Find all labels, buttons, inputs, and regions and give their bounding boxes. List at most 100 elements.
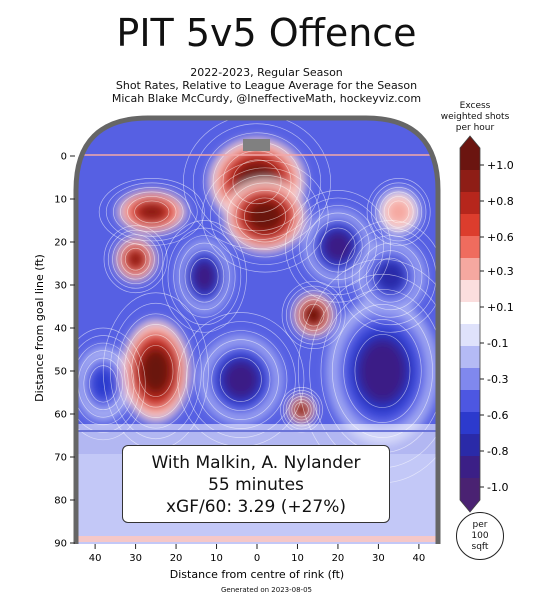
hotspot-contour: [227, 182, 304, 250]
y-tick-label: 10: [54, 195, 67, 206]
colorbar-bottom-arrow: [460, 500, 480, 512]
hotspot-contour: [131, 334, 181, 408]
y-tick-label: 40: [54, 324, 67, 335]
hotspot-contour: [134, 200, 170, 224]
per-area-badge: per 100 sqft: [456, 512, 504, 560]
hotspot-contour: [232, 159, 282, 205]
coldspot-contour: [219, 357, 262, 402]
colorbar-segment: [460, 412, 480, 435]
colorbar-segment: [460, 456, 480, 479]
hotspot-contour: [127, 196, 177, 228]
x-axis-label: Distance from centre of rink (ft): [170, 568, 344, 581]
y-tick-label: 20: [54, 238, 67, 249]
colorbar-segment: [460, 280, 480, 303]
coldspot-contour: [202, 339, 279, 420]
hotspot-contour: [285, 285, 342, 345]
coldspot-contour: [173, 235, 236, 318]
colorbar-title-line: Excess: [459, 101, 491, 111]
colorbar-tick-label: -0.3: [487, 373, 508, 386]
x-tick-label: 30: [372, 553, 385, 564]
chart-title: PIT 5v5 Offence: [116, 11, 417, 55]
hotspot-contour: [112, 187, 191, 237]
hotspot-contour: [112, 234, 160, 285]
goal-net: [243, 139, 270, 151]
coldspot-contour: [83, 357, 123, 411]
colorbar-tick-label: +1.0: [487, 159, 514, 172]
colorbar-segment: [460, 148, 480, 171]
colorbar-segment: [460, 434, 480, 457]
colorbar-top-arrow: [460, 136, 480, 148]
hotspot-contour: [202, 132, 312, 232]
hotspot-contour: [124, 247, 147, 271]
info-xgf: xGF/60: 3.29 (+27%): [165, 497, 347, 517]
hotspot-contour: [105, 182, 198, 242]
hotspot-contour: [192, 123, 322, 241]
hotspot-core: [305, 306, 323, 325]
hotspot-core: [137, 202, 166, 221]
info-minutes: 55 minutes: [208, 475, 304, 495]
colorbar-segment: [460, 170, 480, 193]
coldspot-contour: [343, 319, 422, 423]
hotspot-contour: [244, 197, 287, 235]
colorbar-segment: [460, 346, 480, 369]
colorbar-tick-label: -1.0: [487, 481, 508, 494]
colorbar-tick-label: -0.1: [487, 337, 508, 350]
hotspot-core: [127, 250, 145, 269]
hotspot-contour: [375, 187, 423, 237]
colorbar-segment: [460, 236, 480, 259]
hotspot-contour: [98, 178, 205, 246]
hotspot-contour: [281, 281, 346, 349]
colorbar-tick-label: +0.8: [487, 195, 514, 208]
coldspot-contour: [373, 257, 409, 296]
colorbar-segment: [460, 192, 480, 215]
coldspot-core: [323, 231, 353, 262]
y-tick-label: 80: [54, 496, 67, 507]
x-tick-label: 0: [254, 553, 260, 564]
y-tick-label: 90: [54, 539, 67, 550]
hotspot-contour: [116, 238, 155, 280]
colorbar-segment: [460, 324, 480, 347]
hotspot-contour: [107, 229, 164, 289]
generated-date: Generated on 2023-08-05: [221, 586, 312, 594]
x-axis: 40 30 20 10 0 10 20 30 40: [89, 544, 425, 564]
coldspot-contour: [190, 257, 219, 296]
hotspot-contour: [210, 167, 321, 265]
colorbar-title: Excess weighted shots per hour: [425, 101, 525, 134]
x-tick-label: 40: [413, 553, 426, 564]
info-players: With Malkin, A. Nylander: [151, 453, 361, 473]
colorbar-segment: [460, 478, 480, 501]
hotspot-contour: [288, 396, 315, 424]
coldspot-core: [359, 340, 406, 402]
hotspot-contour: [218, 175, 312, 258]
hotspot-contour: [298, 299, 329, 331]
hotspot-contour: [124, 323, 188, 419]
coldspot-contour: [161, 220, 247, 333]
colorbar-outline: [459, 135, 481, 513]
hotspot-contour: [294, 402, 309, 418]
hotspot-contour: [370, 182, 427, 242]
colorbar-tick-label: -0.8: [487, 445, 508, 458]
y-tick-label: 50: [54, 367, 67, 378]
x-tick-label: 10: [291, 553, 304, 564]
coldspot-contour: [184, 250, 225, 303]
x-tick-label: 20: [332, 553, 345, 564]
hotspot-contour: [120, 191, 184, 233]
hotspot-contour: [294, 294, 333, 336]
hotspot-contour: [302, 303, 325, 327]
colorbar-tick-label: +0.1: [487, 301, 514, 314]
per-area-line: 100: [471, 531, 489, 541]
coldspot-contour: [211, 348, 271, 411]
x-tick-label: 40: [89, 553, 102, 564]
colorbar-segment: [460, 302, 480, 325]
x-tick-label: 30: [129, 553, 142, 564]
colorbar-tick-label: -0.6: [487, 409, 508, 422]
colorbar-segment: [460, 368, 480, 391]
colorbar-title-line: weighted shots: [440, 112, 510, 122]
colorbar-tick-label: +0.6: [487, 231, 514, 244]
hotspot-core: [141, 349, 170, 393]
y-tick-label: 0: [61, 152, 67, 163]
hotspot-contour: [387, 200, 410, 224]
hotspot-contour: [379, 191, 418, 233]
rink-boards: [73, 115, 441, 544]
colorbar-segment: [460, 258, 480, 281]
